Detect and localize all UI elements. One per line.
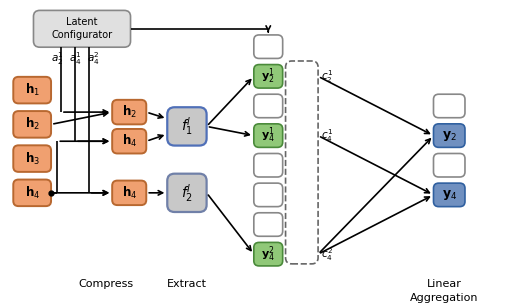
FancyBboxPatch shape [254, 94, 282, 118]
Text: $\mathbf{h}_3$: $\mathbf{h}_3$ [25, 151, 39, 167]
FancyBboxPatch shape [433, 94, 465, 118]
FancyBboxPatch shape [254, 124, 282, 147]
FancyBboxPatch shape [254, 65, 282, 88]
Text: Latent: Latent [66, 17, 98, 27]
Text: Configurator: Configurator [52, 30, 113, 40]
FancyBboxPatch shape [254, 183, 282, 207]
Text: Aggregation: Aggregation [410, 293, 478, 303]
Text: $\mathbf{y}_2^1$: $\mathbf{y}_2^1$ [261, 67, 275, 86]
FancyBboxPatch shape [254, 242, 282, 266]
FancyBboxPatch shape [13, 111, 51, 138]
Text: $\mathbf{h}_1$: $\mathbf{h}_1$ [25, 82, 39, 98]
Text: $c_4^1$: $c_4^1$ [321, 127, 333, 144]
FancyBboxPatch shape [433, 183, 465, 207]
Text: $\mathbf{h}_4$: $\mathbf{h}_4$ [122, 133, 137, 149]
FancyBboxPatch shape [112, 129, 146, 153]
FancyBboxPatch shape [112, 180, 146, 205]
FancyBboxPatch shape [13, 145, 51, 172]
FancyBboxPatch shape [254, 213, 282, 236]
Text: Extract: Extract [167, 279, 207, 289]
Text: $f_2^l$: $f_2^l$ [181, 182, 193, 204]
Text: Compress: Compress [78, 279, 133, 289]
Text: $a_2^1$: $a_2^1$ [51, 50, 64, 67]
FancyBboxPatch shape [433, 124, 465, 147]
Text: $\mathbf{y}_4^2$: $\mathbf{y}_4^2$ [261, 244, 275, 264]
FancyBboxPatch shape [13, 180, 51, 206]
Text: $a_4^2$: $a_4^2$ [87, 50, 99, 67]
FancyBboxPatch shape [112, 100, 146, 124]
FancyBboxPatch shape [13, 77, 51, 103]
FancyBboxPatch shape [167, 174, 207, 212]
Text: $\mathbf{y}_4$: $\mathbf{y}_4$ [442, 188, 457, 202]
Text: $\mathbf{h}_4$: $\mathbf{h}_4$ [122, 185, 137, 201]
Text: $\mathbf{y}_2$: $\mathbf{y}_2$ [442, 129, 457, 143]
Text: $a_4^1$: $a_4^1$ [69, 50, 82, 67]
Text: $f_1^l$: $f_1^l$ [181, 116, 193, 137]
FancyBboxPatch shape [254, 153, 282, 177]
Text: $c_2^1$: $c_2^1$ [321, 68, 333, 85]
FancyBboxPatch shape [433, 153, 465, 177]
FancyBboxPatch shape [34, 10, 130, 47]
Text: $\mathbf{h}_4$: $\mathbf{h}_4$ [25, 185, 40, 201]
Text: $\mathbf{y}_4^1$: $\mathbf{y}_4^1$ [261, 126, 275, 145]
Text: $c_4^2$: $c_4^2$ [321, 246, 333, 262]
Text: $\mathbf{h}_2$: $\mathbf{h}_2$ [122, 104, 137, 120]
FancyBboxPatch shape [254, 35, 282, 59]
Text: $\mathbf{h}_2$: $\mathbf{h}_2$ [25, 116, 39, 132]
FancyBboxPatch shape [167, 107, 207, 146]
Text: Linear: Linear [427, 279, 461, 289]
